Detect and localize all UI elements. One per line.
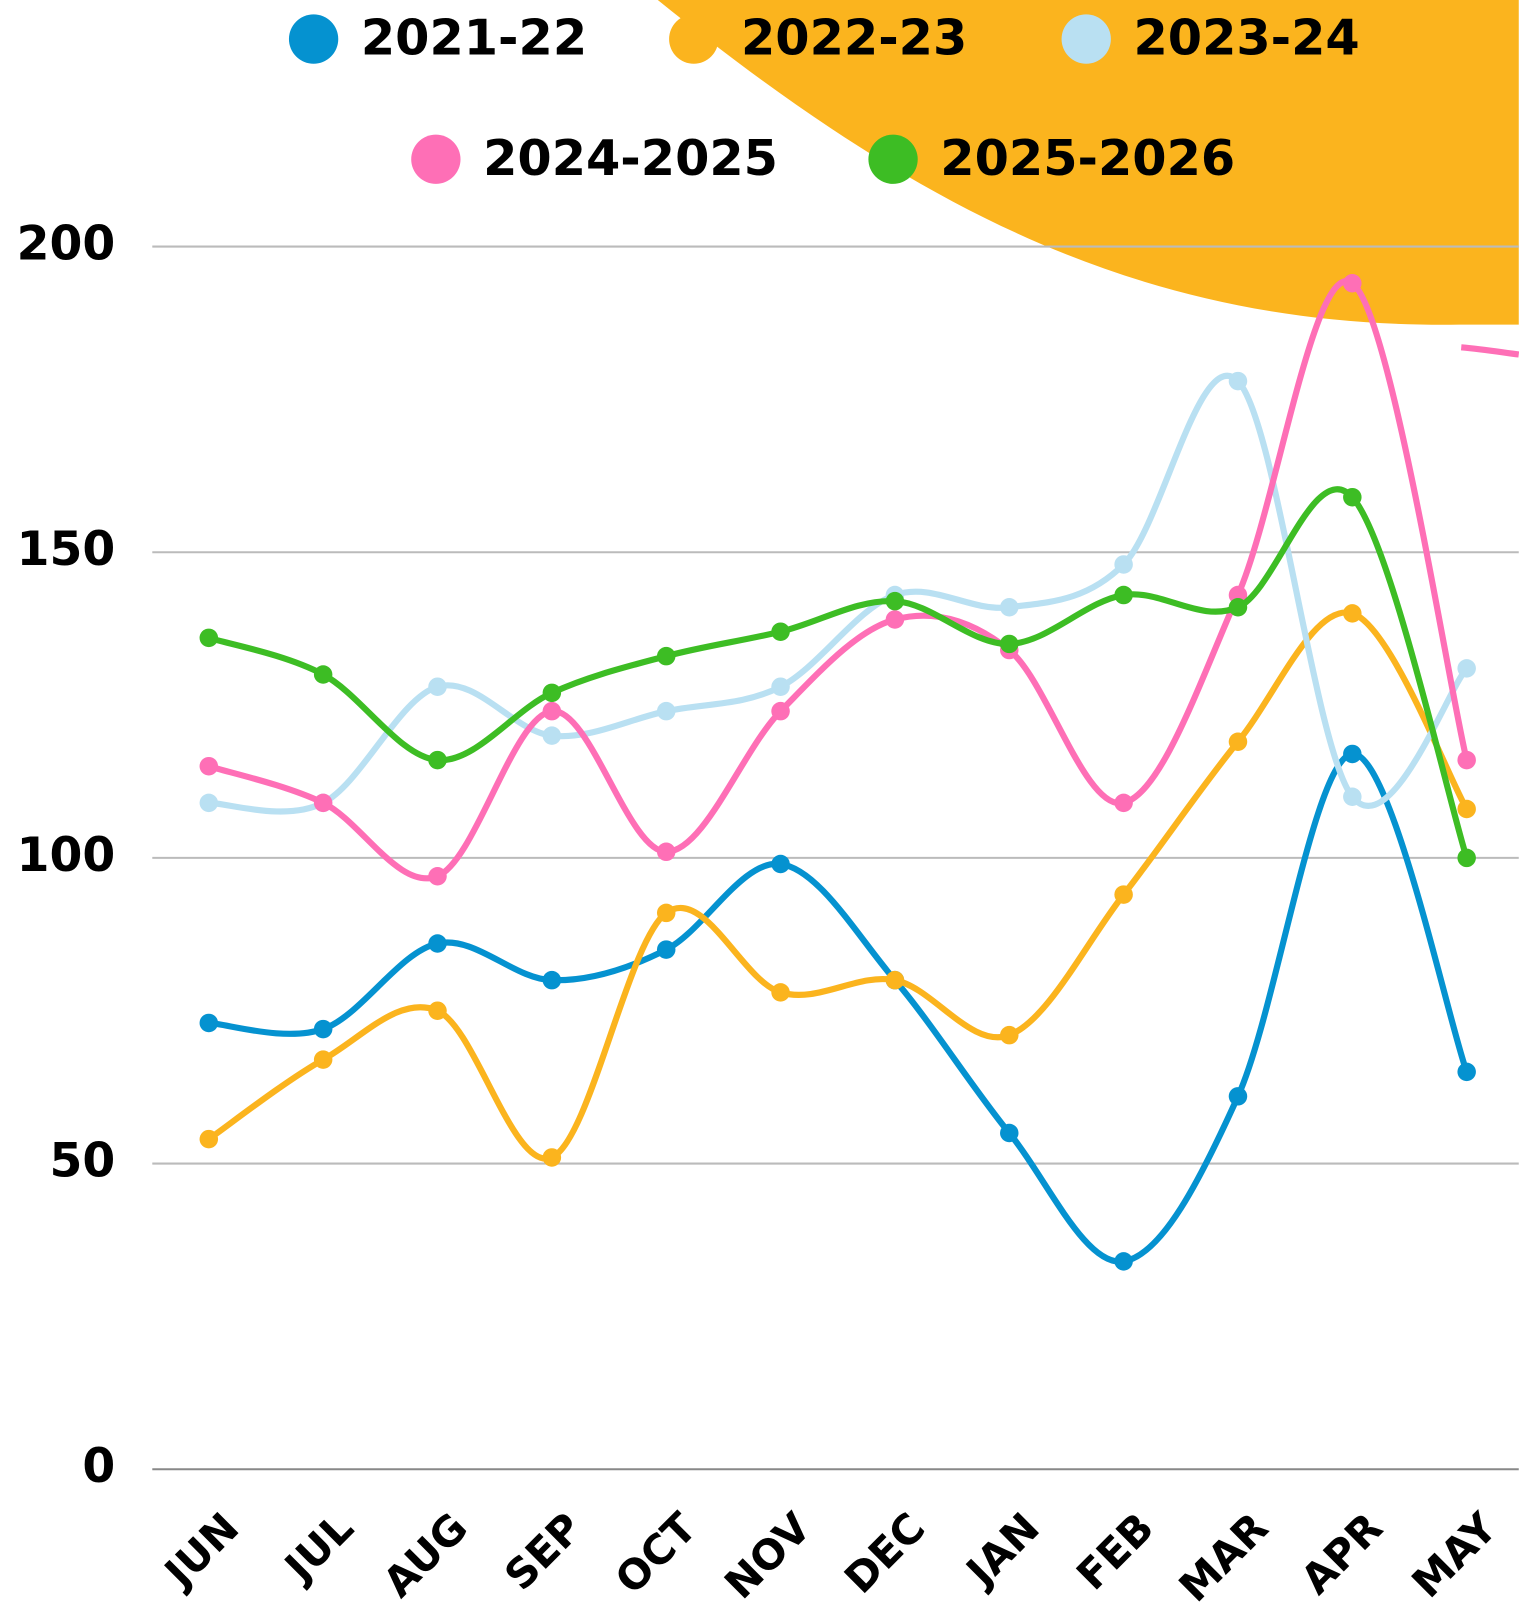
- point: [1228, 1087, 1248, 1106]
- decor-stroke: [1460, 344, 1519, 358]
- point: [542, 683, 562, 703]
- x-tick-label: FEB: [1067, 1504, 1163, 1600]
- point: [428, 677, 447, 696]
- x-tick-label: MAY: [1403, 1503, 1507, 1607]
- point: [1228, 732, 1248, 751]
- point: [1457, 1062, 1476, 1082]
- point: [656, 842, 676, 862]
- x-tick-label: OCT: [606, 1504, 706, 1604]
- point: [1343, 274, 1362, 293]
- line: [208, 750, 1470, 1265]
- point: [428, 866, 447, 886]
- x-tick-label: JAN: [955, 1504, 1049, 1598]
- legend-swatch: [288, 14, 339, 64]
- point: [199, 628, 219, 648]
- point: [313, 793, 333, 813]
- point: [1000, 598, 1019, 617]
- x-tick-label: APR: [1292, 1504, 1392, 1604]
- point: [542, 1148, 562, 1167]
- point: [1114, 585, 1133, 605]
- point: [1000, 634, 1019, 654]
- x-tick-label: MAR: [1170, 1504, 1278, 1611]
- x-tick-label: NOV: [715, 1503, 820, 1608]
- y-tick-label: 150: [17, 522, 116, 577]
- point: [771, 854, 790, 874]
- legend-swatch: [669, 14, 719, 64]
- legend-label: 2022-23: [741, 9, 967, 67]
- point: [199, 1129, 219, 1149]
- point: [656, 646, 676, 666]
- point: [1343, 787, 1362, 807]
- line: [207, 609, 1470, 1162]
- point: [313, 1019, 333, 1039]
- x-tick-label: JUN: [154, 1504, 249, 1599]
- point: [1114, 555, 1133, 574]
- point: [771, 677, 790, 696]
- point: [428, 934, 447, 953]
- point: [656, 701, 676, 721]
- point: [199, 756, 219, 776]
- point: [1343, 604, 1362, 623]
- point: [542, 726, 562, 745]
- point: [1343, 487, 1362, 507]
- y-tick-label: 0: [82, 1439, 115, 1494]
- point: [1457, 750, 1476, 770]
- point: [1457, 659, 1476, 678]
- y-tick-label: 200: [17, 217, 116, 272]
- point: [1114, 885, 1133, 904]
- legend-label: 2024-2025: [483, 129, 778, 187]
- point: [1114, 793, 1133, 813]
- x-tick-label: SEP: [495, 1504, 591, 1600]
- legend-swatch: [411, 134, 461, 184]
- point: [199, 1013, 219, 1033]
- point: [1000, 1025, 1019, 1045]
- plot: [199, 274, 1476, 1271]
- line: [207, 278, 1470, 882]
- point: [1343, 744, 1362, 764]
- point: [885, 591, 905, 611]
- point: [656, 903, 676, 923]
- point: [313, 1050, 333, 1069]
- decor-blob: [657, 0, 1519, 325]
- y-tick-label: 100: [17, 828, 116, 883]
- legend-swatch: [868, 134, 918, 184]
- point: [656, 940, 676, 959]
- legend-label: 2021-22: [361, 9, 587, 67]
- point: [1228, 371, 1248, 391]
- point: [428, 1001, 447, 1020]
- x-tick-label: JUL: [274, 1504, 363, 1593]
- legend: 2021-22 2022-23 2023-24 2024-2025 2025-2026: [288, 9, 1360, 187]
- point: [1000, 1123, 1019, 1143]
- point: [885, 970, 905, 990]
- line: [208, 372, 1470, 815]
- point: [885, 610, 905, 629]
- point: [771, 701, 790, 721]
- point: [199, 793, 219, 813]
- y-tick-label: 50: [50, 1134, 116, 1189]
- point: [1457, 799, 1476, 819]
- point: [1457, 848, 1476, 868]
- legend-swatch: [1061, 14, 1111, 64]
- point: [771, 622, 790, 641]
- point: [428, 750, 447, 770]
- point: [542, 701, 562, 721]
- point: [542, 970, 562, 990]
- legend-label: 2023-24: [1133, 9, 1359, 67]
- point: [1228, 598, 1248, 617]
- x-tick-label: AUG: [374, 1504, 477, 1607]
- x-tick-label: DEC: [835, 1504, 934, 1603]
- legend-label: 2025-2026: [940, 129, 1235, 187]
- point: [1114, 1252, 1133, 1271]
- line: [207, 486, 1470, 859]
- point: [313, 665, 333, 684]
- point: [771, 983, 790, 1002]
